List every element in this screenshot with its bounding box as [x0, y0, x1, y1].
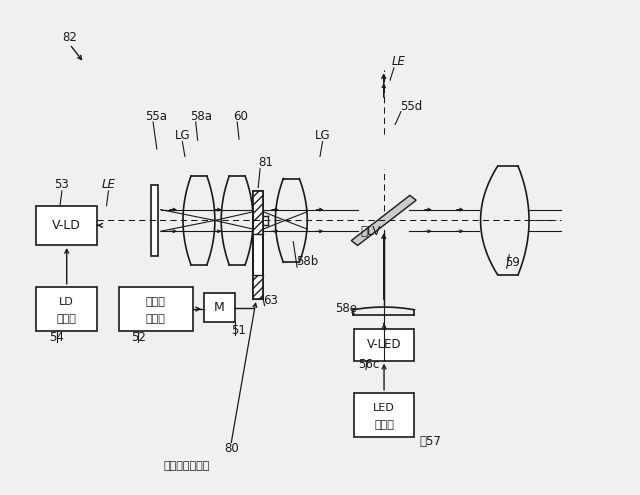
Bar: [36, 205, 97, 245]
Text: 59: 59: [506, 256, 520, 269]
Text: 56c: 56c: [358, 358, 380, 371]
Polygon shape: [351, 196, 416, 246]
Bar: [119, 287, 193, 331]
Bar: [253, 191, 263, 299]
Text: LED: LED: [373, 403, 395, 413]
Text: ～57: ～57: [419, 436, 442, 448]
Text: 53: 53: [54, 178, 69, 192]
Text: 60: 60: [233, 109, 248, 123]
Text: LG: LG: [175, 129, 190, 142]
Text: 80: 80: [225, 442, 239, 455]
Text: LD: LD: [60, 297, 74, 307]
Text: 駆動部: 駆動部: [146, 314, 166, 324]
Text: 55a: 55a: [145, 109, 168, 123]
Text: 54: 54: [49, 331, 64, 344]
Text: V-LED: V-LED: [367, 338, 401, 351]
Text: 82: 82: [62, 31, 77, 44]
Text: ～LV: ～LV: [360, 225, 380, 238]
Text: LE: LE: [392, 55, 405, 68]
Bar: [253, 275, 263, 299]
Text: 58b: 58b: [296, 255, 318, 268]
Text: 52: 52: [131, 331, 146, 344]
Text: 58e: 58e: [335, 302, 357, 315]
Text: 63: 63: [262, 294, 278, 307]
Bar: [253, 191, 263, 299]
Text: V-LD: V-LD: [52, 219, 81, 232]
Text: M: M: [214, 301, 225, 314]
Bar: [354, 393, 414, 437]
Bar: [253, 191, 263, 234]
Text: 51: 51: [231, 324, 246, 337]
Text: LG: LG: [315, 129, 330, 142]
Bar: [204, 293, 235, 322]
Bar: [151, 185, 157, 256]
Text: 58a: 58a: [190, 109, 212, 123]
Text: 駆動部: 駆動部: [57, 314, 77, 324]
Text: モータ: モータ: [146, 297, 166, 307]
Bar: [36, 287, 97, 331]
Text: 駆動部: 駆動部: [374, 420, 394, 430]
Text: （回転蛍光体）: （回転蛍光体）: [164, 461, 211, 471]
Text: LE: LE: [102, 178, 116, 192]
Bar: [354, 329, 414, 361]
Text: 55d: 55d: [399, 99, 422, 113]
Text: 81: 81: [258, 156, 273, 169]
